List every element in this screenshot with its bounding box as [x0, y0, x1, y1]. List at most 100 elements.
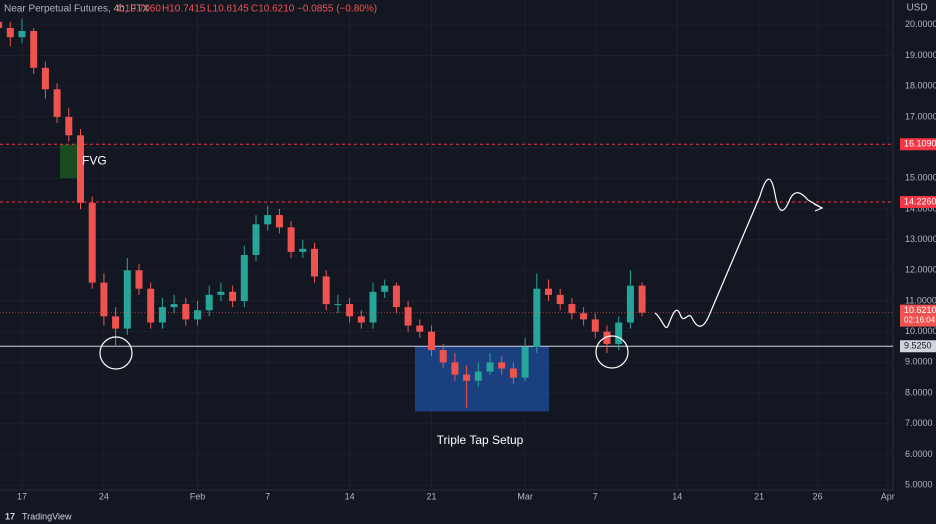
- candle-body: [229, 291, 237, 301]
- open-label: O10.7060: [117, 4, 161, 15]
- candle-body: [299, 248, 307, 252]
- candle-body: [275, 215, 283, 228]
- candle-body: [591, 319, 599, 332]
- candle-body: [509, 368, 517, 378]
- candle-body: [18, 30, 26, 38]
- y-tick-label: 11.0000: [905, 295, 936, 305]
- setup-zone: [415, 346, 549, 412]
- candle-body: [311, 248, 318, 277]
- candle-body: [30, 30, 38, 68]
- level-label: 9.5250: [904, 341, 932, 351]
- y-tick-label: 9.0000: [905, 357, 933, 367]
- y-tick-label: 15.0000: [905, 173, 936, 183]
- candle-body: [88, 202, 96, 283]
- candle-body: [603, 331, 611, 344]
- candle-body: [287, 227, 295, 252]
- level-tag: [900, 196, 936, 209]
- projection-path: [654, 178, 823, 328]
- x-tick-label: 7: [593, 491, 598, 501]
- x-tick-label: 7: [265, 491, 270, 501]
- x-tick-label: 26: [813, 491, 823, 501]
- x-tick-label: 17: [17, 491, 27, 501]
- brand-logo: 17: [5, 511, 15, 521]
- candle-body: [0, 21, 3, 28]
- countdown-label: 02:16:04: [904, 316, 936, 325]
- candle-body: [486, 362, 494, 372]
- y-tick-label: 19.0000: [905, 50, 936, 60]
- candle-body: [194, 310, 201, 320]
- y-tick-label: 13.0000: [905, 234, 936, 244]
- x-tick-label: 21: [754, 491, 764, 501]
- candle-body: [240, 254, 248, 301]
- level-label: 14.2260: [904, 196, 936, 206]
- close-label: C10.6210: [251, 4, 295, 15]
- y-tick-label: 10.0000: [905, 326, 936, 336]
- x-tick-label: Mar: [517, 491, 533, 501]
- x-tick-label: 14: [345, 491, 355, 501]
- candle-body: [404, 307, 412, 326]
- y-tick-label: 5.0000: [905, 479, 933, 489]
- setup-label: Triple Tap Setup: [437, 433, 524, 447]
- candle-body: [182, 304, 190, 320]
- x-tick-label: 21: [426, 491, 436, 501]
- candle-body: [65, 116, 73, 136]
- candle-body: [369, 291, 377, 323]
- fvg-zone: [60, 144, 78, 179]
- candle-body: [474, 371, 482, 381]
- y-tick-label: 6.0000: [905, 449, 933, 459]
- candle-body: [439, 350, 447, 363]
- candle-body: [615, 322, 623, 344]
- candle-body: [556, 294, 564, 305]
- fvg-label: FVG: [82, 154, 107, 168]
- x-tick-label: Apr: [881, 491, 895, 501]
- candle-body: [112, 316, 120, 329]
- candle-body: [322, 276, 330, 305]
- x-tick-label: 14: [672, 491, 682, 501]
- candle-body: [77, 135, 84, 203]
- level-tag: [900, 138, 936, 151]
- last-price-label: 10.6210: [904, 305, 936, 315]
- candle-body: [158, 307, 166, 323]
- last-price-tag: [900, 304, 936, 327]
- change-label: −0.0855 (−0.80%): [297, 4, 377, 15]
- candle-body: [428, 331, 435, 351]
- candle-body: [205, 294, 213, 311]
- candle-body: [392, 285, 400, 308]
- candle-body: [170, 304, 178, 308]
- candle-body: [521, 347, 529, 378]
- level-tag: [900, 340, 936, 353]
- candle-body: [580, 313, 588, 320]
- candle-body: [451, 362, 459, 375]
- candle-body: [100, 282, 108, 317]
- candle-body: [217, 291, 225, 295]
- y-tick-label: 14.0000: [905, 203, 936, 213]
- candle-body: [626, 285, 634, 323]
- level-label: 16.1090: [904, 139, 936, 149]
- candle-body: [463, 374, 471, 381]
- x-tick-label: 24: [99, 491, 109, 501]
- candle-body: [334, 304, 342, 306]
- candle-body: [568, 304, 576, 314]
- candle-body: [41, 67, 49, 90]
- candle-body: [498, 362, 506, 369]
- candle-body: [346, 304, 354, 317]
- tap-circle: [595, 335, 629, 369]
- candle-body: [533, 288, 541, 348]
- candle-body: [252, 224, 260, 255]
- candle-body: [135, 270, 143, 289]
- y-tick-label: 8.0000: [905, 387, 933, 397]
- brand-label: TradingView: [22, 511, 72, 521]
- y-tick-label: 20.0000: [905, 19, 936, 29]
- candle-body: [381, 285, 389, 292]
- projection-arrow: [813, 203, 824, 212]
- y-tick-label: 17.0000: [905, 111, 936, 121]
- overlay: [99, 178, 824, 370]
- candle-body: [53, 89, 61, 117]
- x-tick-label: Feb: [190, 491, 206, 501]
- low-label: L10.6145: [207, 4, 249, 15]
- y-tick-label: 12.0000: [905, 265, 936, 275]
- candle-body: [357, 316, 365, 323]
- tap-circle: [99, 336, 133, 370]
